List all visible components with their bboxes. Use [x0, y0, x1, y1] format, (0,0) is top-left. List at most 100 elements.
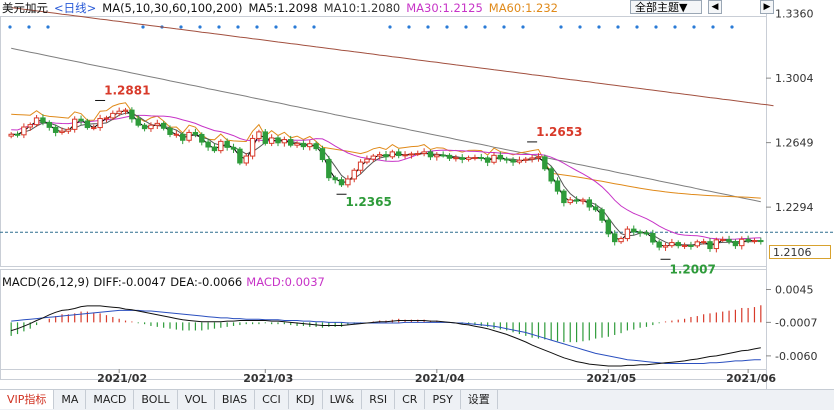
candle-body — [637, 231, 643, 234]
indicator-tabs: VIP指标 MA MACD BOLL VOL BIAS CCI KDJ LW& RSI CR PSY 设… — [0, 389, 834, 410]
candle-body — [21, 126, 27, 136]
candle-body — [59, 130, 65, 133]
price-chart[interactable]: 1.3360 1.3004 1.2649 1.2294 1.2881 1.2653 1.23… — [0, 0, 834, 389]
candle-body — [656, 241, 662, 248]
tab-1[interactable]: MA — [54, 390, 87, 409]
theme-select[interactable]: 全部主题▼ — [630, 0, 702, 14]
candle-body — [739, 238, 745, 247]
candle-body — [389, 151, 396, 158]
candle-body — [230, 146, 237, 150]
date-tick-label: 2021/05 — [586, 372, 636, 385]
tab-4[interactable]: VOL — [178, 390, 215, 409]
candle-body — [46, 121, 52, 128]
tab-6[interactable]: CCI — [255, 390, 289, 409]
event-marker — [483, 25, 487, 29]
candle-body — [465, 157, 472, 160]
event-marker — [578, 25, 582, 29]
candle-body — [345, 178, 351, 186]
candle-body — [205, 141, 211, 148]
macd-header: MACD(26,12,9) DIFF:-0.0047 DEA:-0.0066 MACD… — [2, 275, 329, 289]
candle-body — [199, 133, 205, 143]
tab-5[interactable]: BIAS — [215, 390, 256, 409]
candle-body — [110, 112, 116, 119]
tab-3[interactable]: BOLL — [134, 390, 178, 409]
tab-0[interactable]: VIP指标 — [0, 390, 55, 409]
candle-body — [700, 241, 707, 244]
event-marker — [692, 25, 696, 29]
candle-body — [497, 154, 504, 160]
candle-body — [446, 154, 453, 159]
candle-body — [148, 124, 154, 130]
candle-body — [720, 238, 726, 241]
candle-body — [364, 158, 370, 163]
tab-8[interactable]: LW& — [323, 390, 363, 409]
candle-body — [65, 128, 72, 132]
macd-tick-label: -0.0007 — [775, 316, 817, 329]
period-label[interactable]: <日线> — [54, 1, 97, 15]
candle-body — [141, 124, 148, 130]
event-marker — [312, 25, 316, 29]
ma-line-ma30 — [11, 114, 761, 240]
tab-2[interactable]: MACD — [86, 390, 135, 409]
candle-body — [396, 151, 402, 157]
event-marker — [635, 25, 639, 29]
candle-body — [523, 158, 529, 161]
event-marker — [673, 25, 677, 29]
event-marker — [388, 25, 392, 29]
candle-body — [650, 232, 656, 243]
candle-body — [262, 131, 268, 144]
candle-body — [688, 244, 694, 247]
candle-body — [434, 154, 440, 158]
candle-body — [383, 154, 389, 158]
ma-line-ma10 — [11, 112, 761, 246]
diff-value: DIFF:-0.0047 — [93, 275, 167, 289]
candle-body — [281, 139, 288, 144]
candle-body — [726, 238, 732, 242]
candle-body — [180, 133, 186, 141]
candle-body — [160, 122, 167, 129]
candle-body — [675, 242, 681, 247]
candle-body — [472, 157, 478, 160]
event-marker — [597, 25, 601, 29]
candle-body — [300, 142, 307, 148]
candle-body — [129, 109, 135, 120]
ma-line-ma100 — [11, 47, 761, 203]
event-marker — [198, 25, 202, 29]
price-tick-label: 1.2649 — [775, 137, 814, 150]
candle-body — [294, 142, 300, 146]
chevron-left-icon[interactable]: ◀ — [708, 0, 722, 14]
candle-body — [484, 157, 491, 163]
candle-body — [351, 169, 357, 180]
price-panel-frame — [0, 16, 767, 267]
tab-11[interactable]: PSY — [425, 390, 461, 409]
tab-9[interactable]: RSI — [362, 390, 396, 409]
dea-line — [11, 309, 761, 364]
candle-body — [91, 127, 97, 130]
candle-body — [186, 131, 192, 141]
candle-body — [14, 133, 21, 136]
tab-12[interactable]: 设置 — [461, 390, 498, 409]
candle-body — [516, 159, 523, 163]
candle-body — [751, 240, 758, 243]
candle-body — [542, 156, 548, 170]
candle-body — [707, 241, 713, 250]
candle-body — [669, 242, 675, 247]
chevron-right-icon[interactable]: ▶ — [760, 0, 774, 14]
tab-10[interactable]: CR — [395, 390, 426, 409]
candle-body — [732, 240, 739, 247]
candle-body — [338, 179, 345, 186]
macd-params-label: MACD(26,12,9) — [2, 275, 90, 289]
candle-body — [33, 117, 40, 126]
candle-body — [122, 109, 129, 112]
candle-body — [154, 122, 160, 126]
candle-body — [313, 143, 319, 150]
event-marker — [464, 25, 468, 29]
tab-7[interactable]: KDJ — [289, 390, 323, 409]
candle-body — [745, 238, 751, 242]
candle-body — [580, 199, 586, 202]
date-tick-label: 2021/04 — [415, 372, 465, 385]
chart-header: 美元加元 <日线> MA(5,10,30,60,100,200) MA5:1.2098… — [0, 0, 564, 16]
candle-body — [713, 239, 720, 250]
candle-body — [211, 146, 218, 152]
event-marker — [445, 25, 449, 29]
